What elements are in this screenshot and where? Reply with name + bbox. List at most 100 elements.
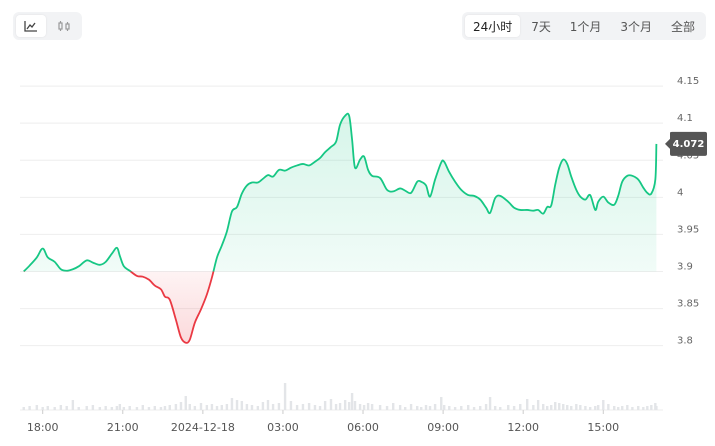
volume-bar (424, 405, 428, 410)
volume-bar (617, 407, 620, 410)
y-tick-label: 3.9 (677, 262, 693, 273)
volume-bar (347, 402, 351, 410)
volume-bar (655, 406, 658, 410)
x-tick-label: 06:00 (347, 421, 379, 434)
volume-bar (460, 406, 463, 410)
volume-bar (141, 405, 144, 410)
volume-bar (562, 404, 565, 410)
volume-bar (353, 401, 357, 410)
volume-bar (385, 406, 389, 410)
volume-bar (301, 404, 305, 410)
volume-bar (41, 407, 44, 410)
volume-bar (313, 405, 317, 410)
volume-bar (174, 404, 178, 410)
x-tick-label: 18:00 (27, 421, 59, 434)
volume-bar (484, 404, 488, 410)
volume-bar (329, 399, 333, 410)
volume-bar (91, 405, 95, 410)
volume-bar (147, 407, 151, 410)
volume-bar (59, 405, 63, 410)
volume-bar (153, 406, 157, 410)
volume-bar (570, 406, 573, 410)
y-tick-label: 4.1 (677, 113, 693, 124)
range-button[interactable]: 24小时 (465, 15, 521, 37)
volume-bar (594, 406, 597, 410)
volume-bar (404, 407, 407, 410)
volume-bar (307, 403, 311, 410)
area (23, 113, 657, 343)
chart-type-switch (13, 12, 82, 40)
volume-bar (118, 404, 122, 410)
range-button[interactable]: 3个月 (620, 19, 653, 34)
volume-bar (409, 404, 413, 410)
x-tick-label: 09:00 (427, 421, 459, 434)
volume-bar (512, 406, 516, 410)
volume-bar (289, 401, 293, 410)
volume-bar (650, 405, 653, 410)
volume-bar (295, 405, 299, 410)
volume-bar (621, 406, 624, 410)
price-line (23, 112, 658, 344)
x-tick-label: 12:00 (507, 421, 539, 434)
volume-bar (277, 403, 281, 410)
range-button[interactable]: 全部 (670, 19, 695, 34)
volume-bar (334, 404, 338, 410)
volume-bar (240, 401, 244, 410)
volume-bar (245, 404, 249, 410)
volume-bar (546, 406, 549, 410)
volume-bar (28, 406, 31, 410)
range-button[interactable]: 1个月 (569, 19, 602, 34)
candle-chart-button[interactable] (50, 15, 80, 37)
volume-bar (318, 406, 322, 410)
volume-bar (579, 405, 582, 410)
candle-icon (58, 21, 70, 31)
volume-bar (370, 404, 374, 410)
volume-bar (256, 406, 260, 410)
volume-bar (85, 406, 88, 410)
volume-bar (428, 406, 432, 410)
volume-bar (71, 400, 75, 410)
x-tick-label: 03:00 (267, 421, 299, 434)
price-badge (665, 131, 707, 156)
volume-bar (358, 404, 362, 410)
volume-bar (215, 406, 219, 410)
volume-bar (525, 399, 529, 410)
y-tick-label: 3.8 (677, 336, 693, 347)
y-tick-label: 4.15 (677, 76, 699, 87)
y-tick-label: 4 (677, 187, 683, 198)
range-switch: 24小时 7天 1个月 3个月 全部 (462, 12, 706, 40)
line-chart-button[interactable] (16, 15, 46, 37)
volume-bar (366, 403, 370, 410)
volume-bar (566, 405, 569, 410)
volume-bar (179, 402, 183, 410)
volume-bar (391, 403, 395, 410)
volume-bar (77, 407, 80, 410)
volume-bar (115, 406, 119, 410)
volume-bar (584, 406, 587, 410)
volume-bar (110, 407, 114, 410)
volume-bar (588, 407, 592, 410)
volume-bar (338, 403, 342, 410)
x-tick-label: 21:00 (107, 421, 139, 434)
volume-bar (433, 404, 437, 410)
volume-bar (220, 405, 224, 410)
volume-bar (378, 405, 382, 410)
range-button[interactable]: 7天 (531, 19, 551, 34)
volume-bar (135, 407, 139, 410)
volume-bar (225, 404, 229, 410)
volume-bar (519, 404, 522, 410)
volume-bar (597, 405, 600, 410)
volume-bar (46, 406, 49, 410)
line-icon (24, 21, 37, 32)
volume-bar (420, 407, 423, 410)
volume-bar (626, 405, 629, 410)
current-price: 4.072 (673, 139, 705, 150)
volume-bar (128, 406, 131, 410)
volume-bar (642, 407, 645, 410)
volume-bar (22, 407, 25, 410)
volume-bar (467, 405, 470, 410)
volume-bar (488, 397, 492, 410)
volume-bar (472, 407, 476, 410)
